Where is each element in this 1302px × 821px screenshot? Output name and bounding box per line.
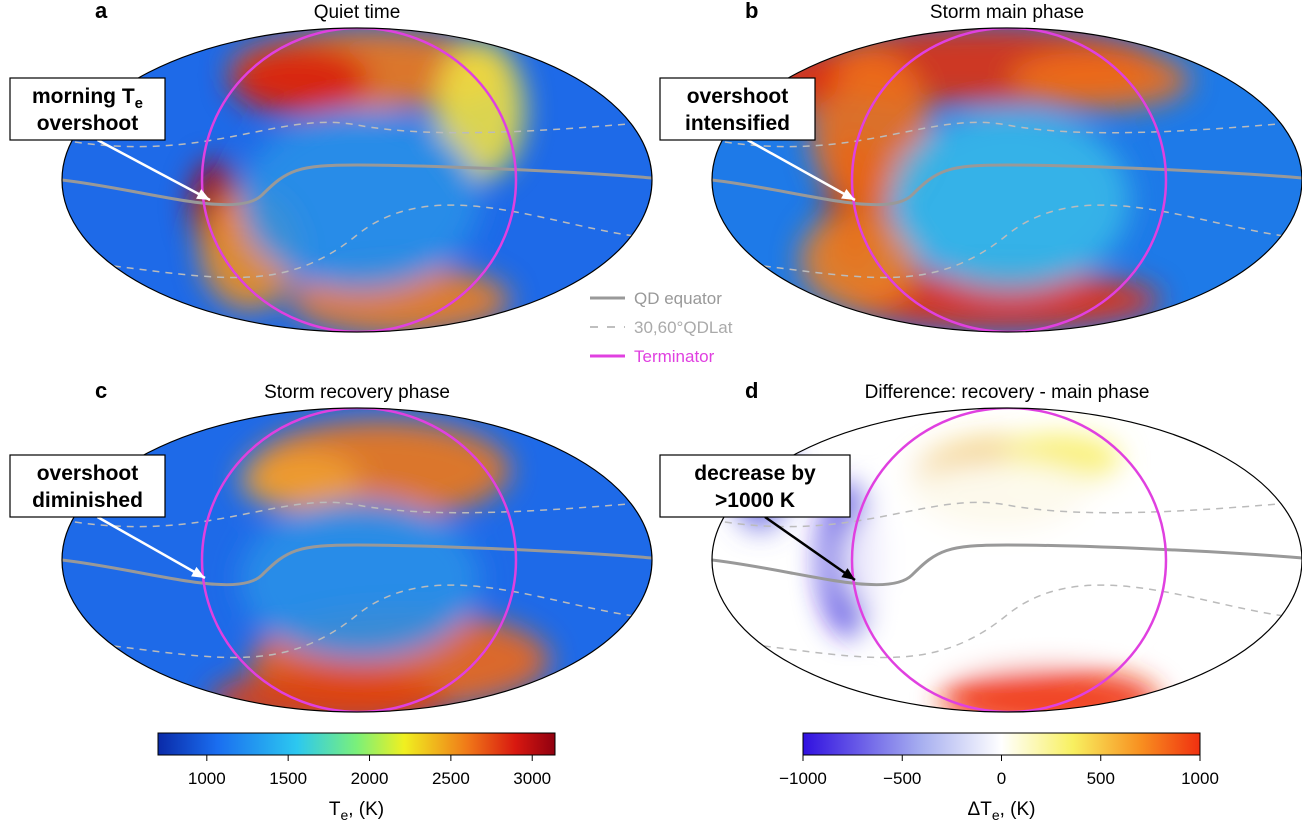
- figure: aQuiet timemorning TeovershootbStorm mai…: [0, 0, 1302, 821]
- legend-label: QD equator: [634, 289, 722, 308]
- colorbar-tick-label: −500: [883, 769, 921, 788]
- colorbar-label: Te, (K): [329, 799, 384, 821]
- legend-label: 30,60°QDLat: [634, 318, 733, 337]
- field-blob: [240, 500, 480, 660]
- annotation-text: overshoot: [37, 112, 139, 135]
- colorbar: [803, 733, 1200, 755]
- field-blob: [890, 110, 1130, 290]
- annotation-text: intensified: [685, 112, 790, 135]
- panel-title: Difference: recovery - main phase: [865, 382, 1150, 403]
- label-subscript: e: [340, 807, 348, 821]
- panel-title: Quiet time: [314, 2, 401, 23]
- panel-title: Storm main phase: [930, 2, 1084, 23]
- colorbar-tick-label: −1000: [779, 769, 827, 788]
- colorbar: [158, 733, 555, 755]
- label-subscript: e: [992, 807, 1000, 821]
- annotation-text: overshoot: [37, 462, 139, 485]
- colorbar-tick-label: 2500: [432, 769, 470, 788]
- colorbar-tick-label: 500: [1087, 769, 1115, 788]
- colorbar-label: ΔTe, (K): [968, 799, 1036, 821]
- colorbar-tick-label: 0: [997, 769, 1006, 788]
- colorbar-tick-label: 1000: [188, 769, 226, 788]
- panel-letter: b: [745, 0, 758, 23]
- panel-letter: d: [745, 378, 758, 403]
- panel-letter: c: [95, 378, 107, 403]
- field-blob: [210, 670, 450, 730]
- annotation-text: diminished: [32, 489, 143, 512]
- annotation-part: morning T: [32, 85, 135, 108]
- colorbar-tick-label: 1500: [269, 769, 307, 788]
- label-part: , (K): [1000, 799, 1036, 820]
- annotation-text: decrease by: [694, 462, 816, 485]
- field-blob: [230, 45, 370, 115]
- annotation-part: decrease by: [694, 462, 816, 485]
- annotation-part: overshoot: [37, 462, 139, 485]
- field-blob: [940, 668, 1160, 732]
- annotation-part: diminished: [32, 489, 143, 512]
- label-part: ΔT: [968, 799, 993, 820]
- annotation-part: overshoot: [37, 112, 139, 135]
- field-blob: [1010, 50, 1190, 110]
- legend-label: Terminator: [634, 347, 715, 366]
- annotation-text: >1000 K: [715, 489, 795, 512]
- label-part: T: [329, 799, 341, 820]
- annotation-subscript: e: [135, 95, 143, 112]
- annotation-part: overshoot: [687, 85, 789, 108]
- field-blob: [840, 460, 1160, 660]
- annotation-part: >1000 K: [715, 489, 795, 512]
- colorbar-tick-label: 2000: [351, 769, 389, 788]
- panel-letter: a: [95, 0, 108, 23]
- panel-title: Storm recovery phase: [264, 382, 450, 403]
- field-blob: [240, 110, 480, 290]
- colorbar-tick-label: 3000: [513, 769, 551, 788]
- label-part: , (K): [348, 799, 384, 820]
- annotation-text: overshoot: [687, 85, 789, 108]
- colorbar-tick-label: 1000: [1181, 769, 1219, 788]
- annotation-part: intensified: [685, 112, 790, 135]
- annotation-text: morning Te: [32, 85, 143, 112]
